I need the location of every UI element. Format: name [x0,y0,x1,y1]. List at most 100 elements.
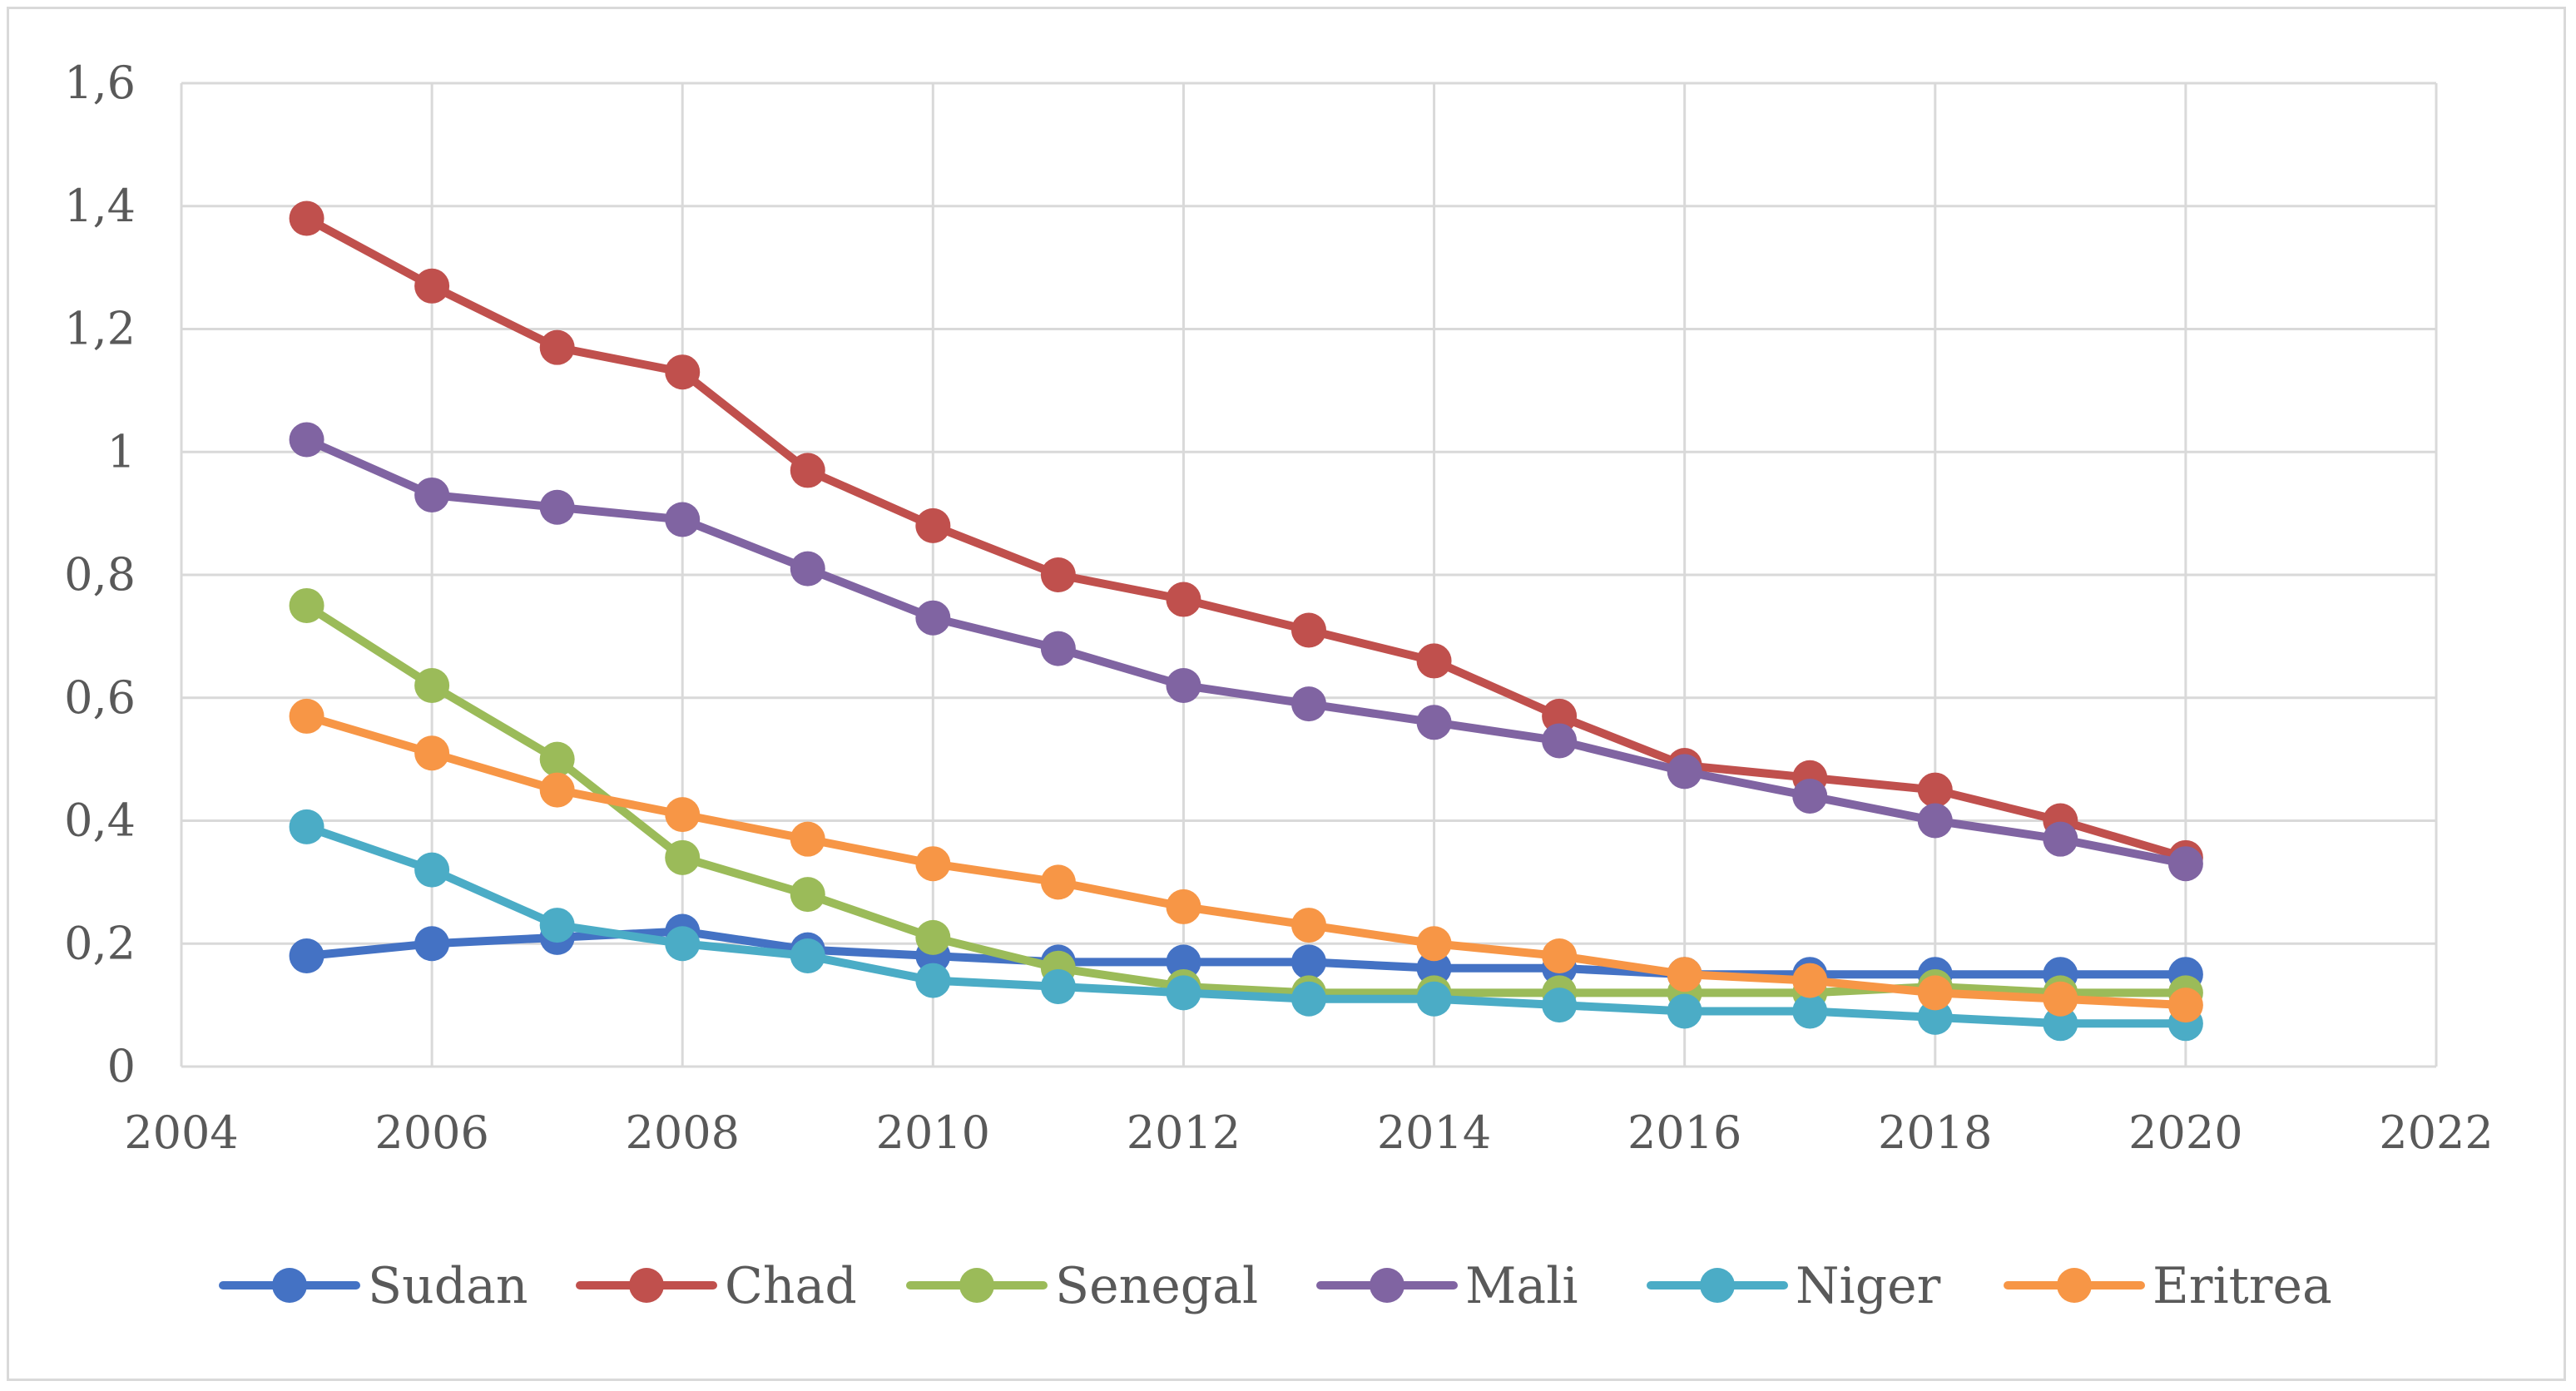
series-chad [289,200,2203,875]
legend-marker [2057,1268,2092,1303]
legend-marker [629,1268,664,1303]
legend-label: Niger [1796,1257,1941,1315]
data-point-niger [1667,993,1702,1029]
data-point-niger [1040,968,1076,1004]
legend-marker [272,1268,307,1303]
x-tick-label: 2014 [1377,1106,1491,1159]
data-point-mali [1792,778,1828,814]
data-point-niger [1917,999,1953,1035]
data-point-mali [790,551,825,587]
x-tick-label: 2016 [1627,1106,1741,1159]
data-point-mali [1416,705,1452,740]
data-point-eritrea [2167,988,2203,1023]
series-senegal [289,587,2203,1011]
data-point-eritrea [1542,938,1578,974]
data-point-senegal [915,919,951,955]
data-point-mali [2043,821,2078,857]
legend-label: Chad [725,1257,857,1315]
data-point-senegal [665,839,701,875]
y-tick-label: 1,2 [64,303,136,355]
data-point-eritrea [1917,975,1953,1011]
legend-item-chad: Chad [576,1257,857,1315]
data-point-mali [915,600,951,636]
y-tick-label: 1 [107,425,136,478]
data-point-chad [1542,698,1578,734]
data-point-chad [1040,557,1076,592]
legend-item-niger: Niger [1647,1257,1941,1315]
y-tick-label: 0,4 [64,795,136,847]
data-point-eritrea [1166,889,1201,924]
legend-marker [959,1268,994,1303]
series-line-eritrea [302,711,2190,1010]
data-point-niger [539,908,575,943]
x-tick-label: 2018 [1878,1106,1992,1159]
series-niger [289,809,2203,1042]
data-point-mali [414,477,450,512]
y-tick-label: 0 [107,1040,136,1092]
data-point-eritrea [665,797,701,833]
data-point-mali [1040,631,1076,666]
data-point-chad [1416,643,1452,679]
legend-item-sudan: Sudan [219,1257,528,1315]
legend-marker [1700,1268,1735,1303]
legend: Sudan Chad Senegal Mali Niger Eritrea [219,1257,2332,1315]
data-point-eritrea [1040,864,1076,900]
data-point-niger [1416,981,1452,1017]
data-point-eritrea [1291,908,1326,943]
data-point-niger [665,926,701,962]
series-eritrea [289,698,2203,1023]
data-point-mali [1291,686,1326,722]
data-point-sudan [289,938,324,974]
legend-marker [1370,1268,1404,1303]
data-point-eritrea [2043,981,2078,1017]
series-line-chad [302,214,2190,862]
data-point-mali [539,489,575,525]
y-tick-label: 0,8 [64,548,136,601]
data-point-chad [1166,582,1201,617]
y-tick-label: 1,6 [64,57,136,109]
x-tick-label: 2012 [1127,1106,1241,1159]
data-point-niger [1792,993,1828,1029]
data-point-chad [915,507,951,543]
data-point-niger [289,809,324,844]
data-point-niger [1166,975,1201,1011]
y-tick-label: 0,6 [64,671,136,724]
x-tick-label: 2008 [626,1106,740,1159]
data-point-chad [414,268,450,304]
data-point-sudan [1416,950,1452,986]
data-point-chad [289,200,324,236]
x-tick-label: 2022 [2379,1106,2493,1159]
y-tick-label: 1,4 [64,180,136,232]
legend-item-eritrea: Eritrea [2004,1257,2332,1315]
data-point-eritrea [539,772,575,808]
data-point-chad [790,453,825,488]
x-tick-label: 2020 [2128,1106,2242,1159]
x-tick-label: 2006 [374,1106,488,1159]
data-point-mali [289,422,324,458]
data-point-eritrea [915,846,951,882]
series-mali [289,422,2203,882]
data-point-eritrea [1667,957,1702,993]
legend-label: Senegal [1055,1257,1258,1315]
x-tick-label: 2004 [124,1106,238,1159]
data-point-niger [414,852,450,888]
data-point-eritrea [414,735,450,771]
x-tick-label: 2010 [876,1106,990,1159]
grid-layer [180,82,2438,1068]
data-point-chad [665,354,701,390]
data-point-eritrea [1416,926,1452,962]
data-point-sudan [1166,944,1201,980]
data-point-eritrea [790,821,825,857]
data-point-sudan [414,926,450,962]
axis-layer: 0 0,2 0,4 0,6 0,8 1 1,2 1,4 1,6 2004 2006 2008 2010 2… [64,57,2494,1159]
data-point-mali [1667,754,1702,790]
data-point-eritrea [289,698,324,734]
data-point-niger [790,938,825,974]
series-line-sudan [302,927,2190,979]
data-point-chad [1291,612,1326,648]
data-point-mali [1166,667,1201,703]
legend-label: Mali [1465,1257,1578,1315]
data-point-eritrea [1792,963,1828,998]
series-line-niger [302,822,2190,1028]
